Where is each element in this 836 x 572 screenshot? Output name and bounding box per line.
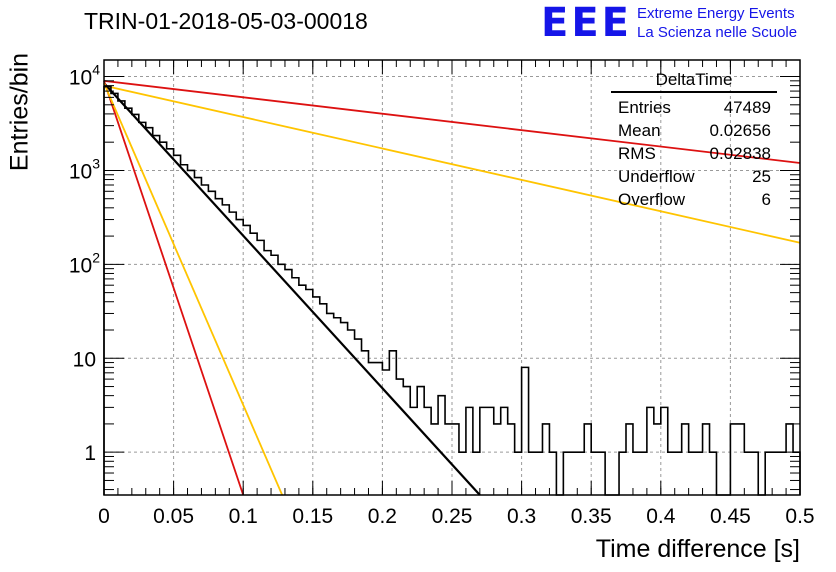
x-tick-label: 0.4	[646, 505, 676, 528]
x-tick-label: 0.35	[571, 505, 612, 528]
x-tick-label: 0.2	[368, 505, 397, 528]
y-axis-label: Entries/bin	[5, 52, 34, 172]
stats-label: Overflow	[618, 190, 686, 209]
stats-label: Underflow	[618, 167, 695, 186]
fit-curves	[103, 79, 801, 496]
stats-title: DeltaTime	[611, 70, 777, 93]
stats-value: 25	[752, 167, 771, 186]
x-tick-label: 0.25	[432, 505, 473, 528]
logo-line-1: Extreme Energy Events	[637, 5, 795, 22]
x-tick-label: 0	[98, 505, 110, 528]
x-axis-label: Time difference [s]	[595, 535, 800, 563]
stats-label: Mean	[618, 121, 661, 140]
stats-row-overflow: Overflow 6	[611, 188, 777, 211]
stats-row-rms: RMS 0.02838	[611, 142, 777, 165]
histogram-steps	[103, 85, 801, 496]
x-tick-label: 0.1	[229, 505, 258, 528]
axis-ticks	[103, 60, 801, 495]
x-tick-label: 0.45	[710, 505, 751, 528]
stats-value: 0.02656	[709, 121, 771, 140]
plot-title: TRIN-01-2018-05-03-00018	[84, 8, 368, 34]
eee-logo: EEE	[541, 0, 632, 46]
stats-row-underflow: Underflow 25	[611, 165, 777, 188]
stats-row-entries: Entries 47489	[611, 96, 777, 119]
stats-value: 6	[761, 190, 771, 209]
fit-line	[103, 82, 284, 496]
stats-value: 0.02838	[709, 144, 771, 163]
eee-logo-text: Extreme Energy Events La Scienza nelle S…	[637, 4, 797, 42]
tick-labels: 0 0.05 0.1 0.15 0.2 0.25 0.3 0.35 0.4 0.45 0.5 1 10 1…	[69, 62, 815, 528]
x-tick-label: 0.15	[292, 505, 333, 528]
y-tick-label: 1	[84, 442, 96, 465]
y-tick-label: 104	[69, 62, 100, 90]
y-tick-label: 10	[73, 348, 96, 371]
y-tick-label: 102	[69, 249, 100, 277]
y-tick-label: 103	[69, 155, 100, 183]
fit-line	[103, 80, 245, 496]
x-tick-label: 0.05	[153, 505, 194, 528]
histogram	[103, 85, 801, 496]
stats-value: 47489	[723, 98, 771, 117]
fit-line	[103, 82, 481, 496]
x-tick-label: 0.3	[507, 505, 536, 528]
fit-line	[103, 79, 801, 164]
stats-box: DeltaTime Entries 47489 Mean 0.02656 RMS 0.…	[611, 70, 777, 211]
stats-label: RMS	[618, 144, 656, 163]
stats-label: Entries	[618, 98, 671, 117]
stats-row-mean: Mean 0.02656	[611, 119, 777, 142]
logo-line-2: La Scienza nelle Scuole	[637, 24, 798, 41]
fit-line	[103, 84, 801, 244]
x-tick-label: 0.5	[785, 505, 814, 528]
